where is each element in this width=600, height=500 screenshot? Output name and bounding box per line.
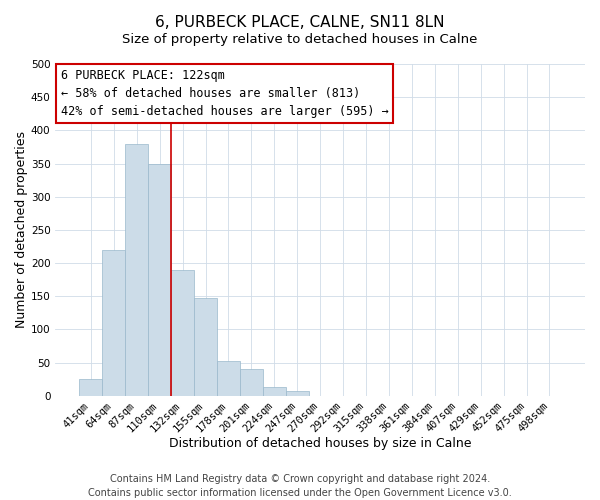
Text: Contains HM Land Registry data © Crown copyright and database right 2024.
Contai: Contains HM Land Registry data © Crown c… xyxy=(88,474,512,498)
Bar xyxy=(263,387,286,396)
Text: 6, PURBECK PLACE, CALNE, SN11 8LN: 6, PURBECK PLACE, CALNE, SN11 8LN xyxy=(155,15,445,30)
Bar xyxy=(286,391,309,396)
Y-axis label: Number of detached properties: Number of detached properties xyxy=(15,132,28,328)
X-axis label: Distribution of detached houses by size in Calne: Distribution of detached houses by size … xyxy=(169,437,472,450)
Bar xyxy=(171,270,194,396)
Bar xyxy=(217,360,240,396)
Bar xyxy=(125,144,148,396)
Bar xyxy=(240,369,263,396)
Bar xyxy=(79,379,103,396)
Bar xyxy=(103,250,125,396)
Text: Size of property relative to detached houses in Calne: Size of property relative to detached ho… xyxy=(122,32,478,46)
Text: 6 PURBECK PLACE: 122sqm
← 58% of detached houses are smaller (813)
42% of semi-d: 6 PURBECK PLACE: 122sqm ← 58% of detache… xyxy=(61,69,388,118)
Bar xyxy=(148,164,171,396)
Bar xyxy=(194,298,217,396)
